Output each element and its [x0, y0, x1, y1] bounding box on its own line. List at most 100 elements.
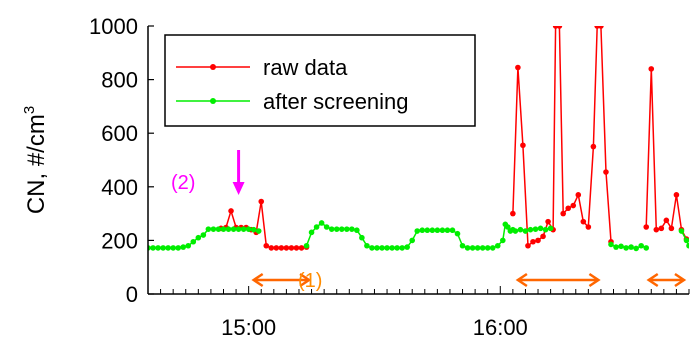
point-raw-41 [648, 66, 655, 72]
point-raw-15 [293, 245, 300, 251]
point-screened-46 [419, 227, 426, 234]
point-screened-50 [439, 227, 446, 234]
marker-arrow [232, 150, 245, 195]
point-raw-21 [525, 242, 531, 249]
point-screened-39 [384, 245, 390, 251]
point-raw-9 [263, 242, 270, 249]
point-screened-20 [245, 226, 252, 232]
point-screened-67 [512, 228, 519, 234]
range-arrow-left-head-2 [646, 272, 659, 288]
point-screened-1 [150, 245, 156, 251]
point-raw-22 [530, 238, 536, 245]
point-raw-37 [598, 26, 604, 29]
point-screened-41 [394, 245, 400, 251]
point-screened-84 [683, 237, 689, 244]
point-screened-37 [374, 245, 380, 251]
point-raw-29 [560, 210, 566, 217]
range-arrow-1 [515, 272, 601, 288]
point-raw-11 [273, 245, 280, 251]
point-screened-8 [185, 242, 192, 249]
point-raw-19 [515, 64, 521, 71]
point-raw-38 [603, 169, 609, 175]
point-raw-2 [228, 208, 234, 214]
annotation-1-label: (1) [298, 270, 322, 292]
point-screened-42 [399, 245, 405, 251]
point-screened-16 [225, 226, 232, 232]
point-screened-15 [220, 226, 227, 232]
point-raw-35 [590, 143, 597, 150]
point-screened-69 [522, 228, 529, 234]
range-arrow-right-head-2 [674, 272, 687, 288]
point-raw-24 [540, 233, 546, 240]
point-screened-3 [160, 245, 166, 251]
series-screened [148, 220, 689, 252]
legend-raw-label: raw data [263, 55, 348, 80]
point-screened-49 [434, 227, 441, 234]
point-screened-31 [343, 226, 350, 232]
legend-raw-marker [210, 64, 216, 70]
point-screened-83 [678, 228, 685, 234]
point-screened-12 [205, 226, 212, 232]
point-screened-29 [333, 226, 340, 232]
point-raw-8 [258, 198, 265, 205]
point-screened-43 [404, 244, 410, 250]
x-tick-label-0: 15:00 [221, 315, 276, 340]
point-screened-28 [328, 226, 335, 232]
axes [147, 25, 690, 295]
legend: raw data after screening [164, 34, 476, 127]
annotations [232, 150, 687, 288]
y-tick-label-4: 800 [101, 68, 138, 93]
point-raw-30 [565, 205, 572, 212]
point-screened-17 [230, 226, 237, 232]
point-raw-20 [520, 142, 526, 149]
point-screened-30 [338, 226, 345, 232]
point-screened-74 [547, 225, 554, 232]
point-screened-59 [484, 245, 491, 251]
point-raw-32 [575, 192, 582, 198]
point-raw-45 [668, 225, 675, 232]
point-screened-40 [389, 245, 395, 251]
point-screened-60 [489, 245, 496, 251]
point-screened-57 [474, 245, 481, 251]
point-screened-61 [494, 242, 501, 249]
point-screened-13 [210, 226, 217, 232]
point-screened-53 [454, 230, 461, 237]
point-screened-68 [517, 226, 524, 233]
point-screened-62 [499, 237, 506, 244]
point-screened-76 [613, 244, 619, 250]
point-screened-51 [444, 227, 451, 234]
point-screened-81 [638, 242, 644, 249]
point-screened-24 [308, 229, 315, 236]
point-screened-72 [537, 225, 544, 232]
point-screened-58 [479, 245, 486, 251]
point-raw-12 [278, 245, 285, 251]
point-screened-9 [190, 238, 197, 245]
point-screened-52 [449, 227, 456, 234]
point-screened-48 [429, 227, 436, 234]
point-screened-10 [195, 234, 202, 241]
point-screened-47 [424, 227, 431, 234]
point-screened-26 [318, 220, 325, 226]
point-screened-4 [165, 245, 171, 251]
point-screened-34 [359, 234, 365, 241]
point-screened-79 [628, 244, 634, 250]
point-screened-73 [542, 226, 549, 233]
point-raw-25 [545, 218, 551, 225]
point-screened-35 [364, 242, 370, 249]
range-arrow-right-head-0 [299, 272, 312, 288]
point-screened-45 [414, 228, 421, 234]
legend-screened-marker [210, 98, 216, 104]
point-screened-38 [379, 245, 385, 251]
point-screened-71 [532, 226, 539, 232]
point-raw-33 [580, 218, 587, 225]
y-tick-label-0: 0 [126, 282, 138, 307]
point-screened-18 [235, 226, 242, 232]
point-screened-54 [459, 242, 466, 249]
point-screened-82 [643, 245, 650, 251]
point-screened-5 [170, 245, 176, 251]
y-axis-title-main: CN, #/cm [23, 114, 50, 214]
point-raw-34 [585, 224, 592, 230]
y-tick-label-3: 600 [101, 121, 138, 146]
point-screened-80 [633, 245, 639, 252]
